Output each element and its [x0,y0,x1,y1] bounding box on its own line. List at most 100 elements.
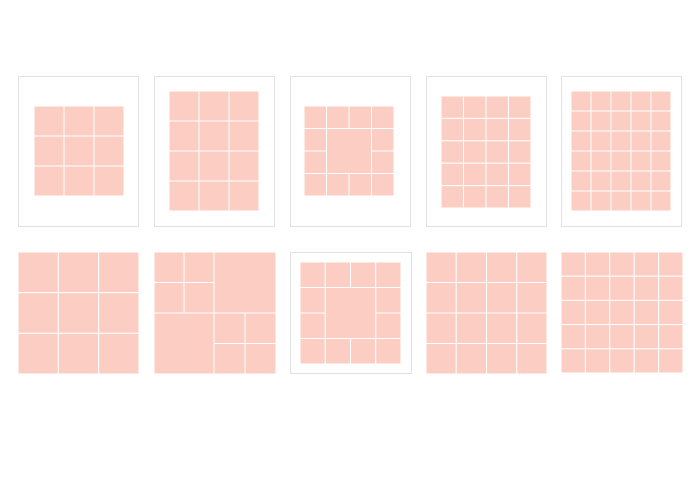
photo-slot [348,105,372,129]
photo-slot [198,120,230,152]
photo-slot [658,324,684,350]
photo-slot [463,95,487,119]
photo-slot [17,251,59,294]
photo-slot [168,90,200,122]
photo-slot [425,312,457,344]
photo-slot [609,348,635,374]
photo-slot [440,140,464,164]
photo-slot [228,180,260,212]
photo-slot [93,165,125,197]
photo-slot [570,130,592,152]
photo-slot [610,130,632,152]
photo-slot [168,180,200,212]
photo-slot [440,162,464,187]
photo-slot [244,343,277,375]
photo-slot [610,150,632,172]
photo-slot [455,343,487,375]
photo-slot [17,292,59,334]
photo-slot [324,338,351,365]
photo-slot [610,90,632,112]
photo-slot [198,90,230,122]
photo-slot [633,348,660,374]
photo-slot [440,95,464,119]
photo-slot [463,185,487,209]
photo-slot [650,130,672,152]
photo-slot [33,105,65,137]
photo-slot [98,332,140,375]
photo-slot [560,251,586,277]
photo-slot [350,338,377,365]
photo-slot [486,282,518,314]
photo-slot [658,275,684,301]
photo-slot [57,332,100,375]
photo-slot [303,128,327,152]
photo-slot [63,165,95,197]
photo-slot [33,165,65,197]
photo-slot [609,324,635,350]
photo-slot [425,343,457,375]
photo-slot [584,324,611,350]
photo-slot [303,105,327,129]
photo-slot [326,173,350,197]
photo-slot [303,150,327,174]
photo-slot [440,185,464,209]
photo-slot [630,110,652,132]
photo-slot [658,299,684,326]
photo-slot [658,251,684,277]
photo-slot [584,348,611,374]
photo-slot [455,251,487,283]
photo-slot [516,251,548,283]
photo-slot [609,299,635,326]
photo-slot [590,130,612,152]
photo-slot [375,338,402,365]
photo-slot [455,312,487,344]
photo-slot [326,128,372,174]
photo-slot [610,190,632,212]
photo-slot [486,251,518,283]
photo-slot [560,348,586,374]
photo-slot [590,150,612,172]
photo-slot [486,312,518,344]
photo-slot [93,135,125,167]
photo-slot [168,120,200,152]
photo-slot [570,90,592,112]
photo-slot [371,173,395,197]
photo-slot [213,312,246,344]
photo-slot [375,312,402,339]
photo-slot [630,190,652,212]
photo-slot [560,275,586,301]
photo-slot [213,251,277,314]
photo-slot [324,261,351,288]
photo-slot [508,185,532,209]
photo-slot [508,140,532,164]
photo-slot [633,324,660,350]
photo-slot [630,90,652,112]
photo-slot [584,299,611,326]
photo-slot [425,251,457,283]
photo-slot [590,170,612,192]
photo-slot [93,105,125,137]
photo-slot [463,117,487,142]
photo-slot [508,117,532,142]
photo-slot [609,275,635,301]
photo-slot [153,282,185,314]
photo-slot [57,251,100,294]
photo-slot [299,287,326,314]
photo-slot [584,275,611,301]
photo-slot [516,312,548,344]
photo-slot [183,251,215,283]
photo-slot [584,251,611,277]
photo-slot [560,299,586,326]
photo-slot [33,135,65,167]
photo-slot [244,312,277,344]
photo-slot [228,90,260,122]
photo-slot [168,150,200,182]
photo-slot [485,95,509,119]
photo-slot [590,190,612,212]
photo-slot [570,150,592,172]
photo-slot [198,150,230,182]
photo-slot [630,130,652,152]
photo-slot [650,110,672,132]
photo-slot [183,282,215,314]
photo-slot [463,140,487,164]
